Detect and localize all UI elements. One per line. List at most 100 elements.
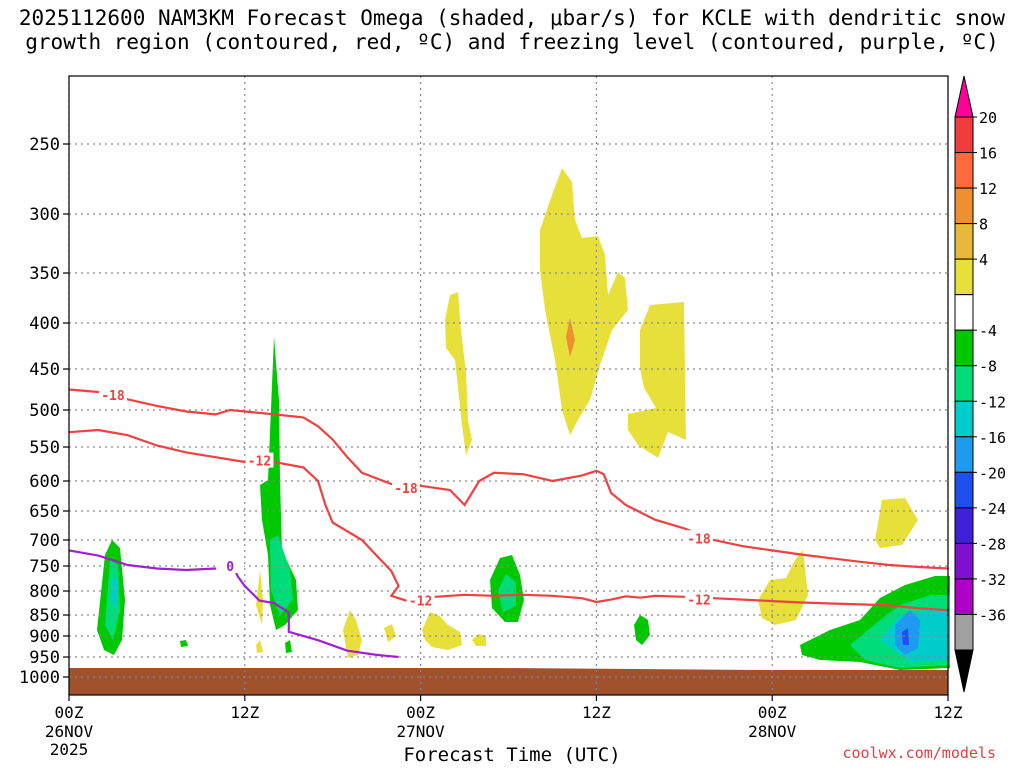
contour-label-bg xyxy=(684,530,713,546)
surface-ground xyxy=(69,668,948,695)
y-tick-label: 900 xyxy=(29,627,60,647)
x-tick-label: 12Z xyxy=(582,703,611,722)
y-tick-label: 950 xyxy=(29,648,60,668)
omega-region xyxy=(285,640,292,653)
surface-terrain xyxy=(69,668,948,695)
contour-label: -18 xyxy=(101,389,125,404)
colorbar-label: 8 xyxy=(979,216,988,234)
contour-label: -18 xyxy=(687,532,711,547)
title-line-2: growth region (contoured, red, ºC) and f… xyxy=(25,30,999,54)
y-tick-label: 1000 xyxy=(19,668,60,688)
colorbar-label: -28 xyxy=(979,535,1006,553)
y-tick-label: 800 xyxy=(29,582,60,602)
omega-region xyxy=(256,570,263,625)
omega-region xyxy=(875,498,918,548)
contour-layer: -18 -18 -18 -12 -12 -12 0 xyxy=(68,387,949,659)
contour-label: -12 xyxy=(687,594,710,609)
colorbar-bin xyxy=(954,507,974,544)
x-tick-date-label: 28NOV xyxy=(748,722,797,741)
x-tick-label: 00Z xyxy=(406,703,435,722)
x-tick-year-label: 2025 xyxy=(50,740,89,759)
colorbar-bin xyxy=(954,294,974,331)
colorbar-bin xyxy=(954,542,974,580)
colorbar-bin xyxy=(954,258,974,296)
colorbar: 20 16 12 8 4 -4 -8 -12 -16 -20 -24 -28 -32 -36 xyxy=(954,75,1006,693)
contour-label: -12 xyxy=(409,595,432,610)
y-tick-label: 650 xyxy=(29,502,60,522)
colorbar-label: -36 xyxy=(979,606,1006,624)
contour-label-bg xyxy=(216,558,245,573)
y-tick-label: 600 xyxy=(29,472,60,492)
y-tick-label: 750 xyxy=(29,557,60,577)
colorbar-bin xyxy=(954,578,974,615)
y-tick-label: 300 xyxy=(29,205,60,225)
dgz-contour-line xyxy=(68,388,949,570)
y-tick-label: 400 xyxy=(29,314,60,334)
omega-region xyxy=(634,615,650,645)
contour-label: -12 xyxy=(248,455,271,470)
omega-region xyxy=(628,302,686,458)
omega-region xyxy=(758,550,808,625)
y-tick-label: 850 xyxy=(29,606,60,626)
colorbar-bin xyxy=(954,152,974,189)
x-tick-date-label: 27NOV xyxy=(397,722,446,741)
colorbar-bottom-triangle xyxy=(954,649,974,693)
contour-label-bg xyxy=(98,387,127,403)
colorbar-label: -20 xyxy=(979,464,1006,482)
contour-label-bg xyxy=(391,480,420,496)
colorbar-label: 16 xyxy=(979,145,997,163)
x-tick-date-label: 26NOV xyxy=(45,722,94,741)
omega-region xyxy=(384,624,396,642)
contour-label: 0 xyxy=(226,560,234,575)
colorbar-bin xyxy=(954,613,974,651)
omega-region xyxy=(445,292,472,455)
colorbar-label: -32 xyxy=(979,571,1006,589)
colorbar-bin xyxy=(954,436,974,473)
colorbar-label: 12 xyxy=(979,180,997,198)
omega-region xyxy=(422,612,462,650)
chart-title: 2025112600 NAM3KM Forecast Omega (shaded… xyxy=(0,6,1024,54)
colorbar-bin xyxy=(954,116,974,154)
colorbar-bin xyxy=(954,400,974,438)
freezing-level-line xyxy=(68,549,399,659)
omega-region xyxy=(498,574,516,612)
colorbar-bin xyxy=(954,365,974,402)
contour-label-bg xyxy=(684,591,713,607)
colorbar-label: -8 xyxy=(979,358,997,376)
y-tick-label: 450 xyxy=(29,360,60,380)
colorbar-bin xyxy=(954,471,974,509)
colorbar-label: -12 xyxy=(979,393,1006,411)
omega-region xyxy=(180,640,188,647)
x-axis-label: Forecast Time (UTC) xyxy=(403,744,621,766)
contour-label: -18 xyxy=(394,482,418,497)
colorbar-label: -24 xyxy=(979,500,1006,518)
omega-region xyxy=(902,628,909,645)
x-tick-label: 12Z xyxy=(230,703,259,722)
omega-region xyxy=(260,337,298,630)
x-tick-label: 00Z xyxy=(758,703,787,722)
colorbar-label: 4 xyxy=(979,251,988,269)
colorbar-label: -16 xyxy=(979,429,1006,447)
colorbar-label: -4 xyxy=(979,322,997,340)
title-line-1: 2025112600 NAM3KM Forecast Omega (shaded… xyxy=(18,6,1006,30)
omega-region xyxy=(566,318,575,357)
credit-text: coolwx.com/models xyxy=(842,744,996,762)
omega-region xyxy=(343,610,362,658)
contour-label-bg xyxy=(406,592,435,608)
omega-region xyxy=(110,575,117,610)
omega-region xyxy=(472,634,486,646)
colorbar-top-triangle xyxy=(954,75,974,118)
y-tick-label: 250 xyxy=(29,135,60,155)
y-tick-label: 700 xyxy=(29,531,60,551)
colorbar-bin xyxy=(954,187,974,225)
colorbar-bin xyxy=(954,329,974,367)
omega-shading-layer xyxy=(97,168,950,670)
omega-region xyxy=(540,168,628,435)
y-tick-label: 500 xyxy=(29,401,60,421)
omega-region xyxy=(270,535,293,615)
x-tick-label: 00Z xyxy=(55,703,84,722)
plot-frame xyxy=(68,75,949,696)
omega-region xyxy=(256,640,263,653)
axes: 2503003504004505005506006507007508008509… xyxy=(19,75,963,759)
